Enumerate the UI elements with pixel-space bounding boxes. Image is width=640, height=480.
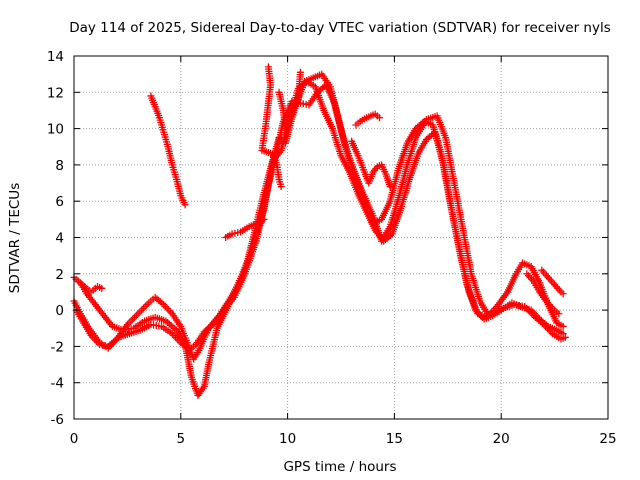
data-point [561,333,569,341]
x-tick-label: 25 [599,431,616,447]
y-tick-label: 8 [55,158,64,174]
y-tick-label: -6 [51,412,64,428]
data-point [277,183,285,191]
x-axis-label: GPS time / hours [283,459,396,475]
data-point [386,183,394,191]
data-point [98,284,106,292]
axis-ticks [73,55,609,420]
x-tick-label: 10 [279,431,296,447]
data-points [70,63,569,399]
y-tick-label: 2 [55,267,64,283]
y-tick-label: 10 [47,122,64,138]
data-point [296,68,304,76]
x-tick-label: 15 [386,431,403,447]
y-tick-label: 12 [47,85,64,101]
x-tick-labels: 0 5 10 15 20 25 [70,431,617,447]
data-point [181,201,189,209]
y-axis-label: SDTVAR / TECUs [7,183,23,293]
y-tick-label: 14 [47,49,64,65]
data-point [375,114,383,122]
x-tick-label: 0 [70,431,79,447]
y-tick-label: 6 [55,194,64,210]
data-point [559,322,567,330]
y-tick-label: 0 [55,303,64,319]
y-tick-label: -4 [51,376,64,392]
data-point [555,310,563,318]
grid-layer [74,56,608,419]
chart-title: Day 114 of 2025, Sidereal Day-to-day VTE… [69,20,611,36]
x-tick-label: 5 [177,431,186,447]
data-point [559,290,567,298]
y-tick-label: -2 [51,339,64,355]
x-tick-label: 20 [493,431,510,447]
y-tick-labels: -6 -4 -2 0 2 4 6 8 10 12 14 [47,49,64,428]
data-point [260,215,268,223]
y-tick-label: 4 [55,231,64,247]
